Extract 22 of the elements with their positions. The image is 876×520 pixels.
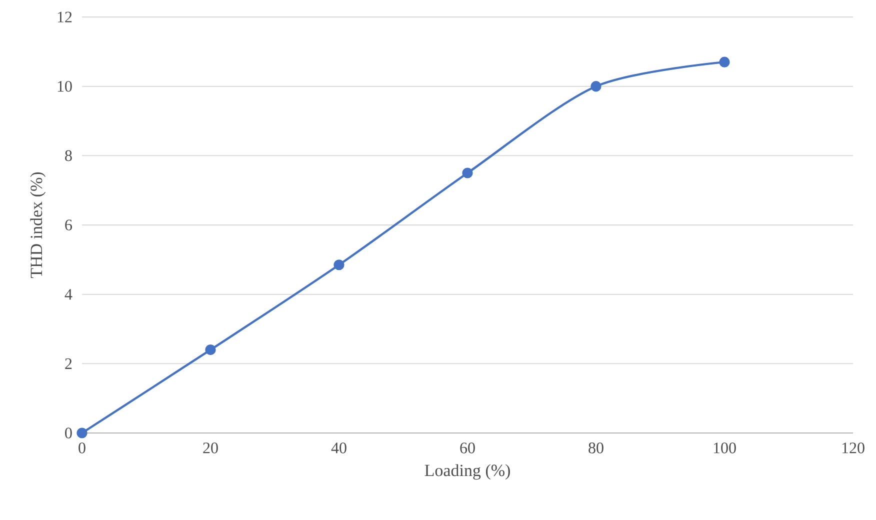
x-tick-label: 100 <box>714 442 736 454</box>
x-tick-label: 120 <box>842 442 864 454</box>
x-tick-label: 60 <box>460 442 475 454</box>
y-tick-label: 2 <box>65 358 72 369</box>
x-tick-label: 40 <box>331 442 346 454</box>
point <box>205 344 216 356</box>
point <box>590 81 602 92</box>
y-tick-label: 0 <box>65 428 72 438</box>
x-tick-label: 80 <box>588 442 604 454</box>
y-axis-title: THD index (%) <box>30 172 46 278</box>
y-tick-label: 4 <box>64 289 72 300</box>
x-tick-label: 20 <box>203 442 218 454</box>
y-tick-label: 10 <box>58 80 72 92</box>
y-tick-label: 12 <box>58 12 72 22</box>
y-tick-label: 6 <box>65 220 72 230</box>
point <box>462 168 473 178</box>
point <box>76 428 88 438</box>
point <box>719 56 730 68</box>
x-axis-title: Loading (%) <box>424 464 510 480</box>
y-tick-label: 8 <box>65 150 72 162</box>
point <box>334 260 344 270</box>
x-tick-label: 0 <box>78 442 86 454</box>
